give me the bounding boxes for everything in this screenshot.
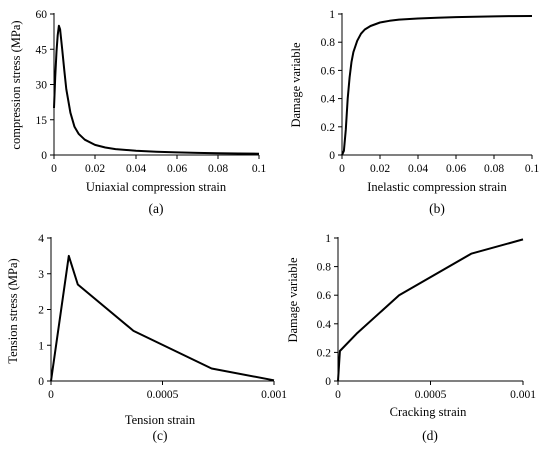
x-tick-label: 0.06 [167, 163, 187, 175]
panel-caption: (b) [429, 201, 445, 216]
x-tick-label: 0.0005 [147, 389, 179, 401]
x-tick-label: 0.1 [252, 163, 267, 175]
x-tick-label: 0.1 [525, 163, 540, 175]
y-tick-label: 0 [38, 376, 44, 388]
x-tick-label: 0.04 [126, 163, 146, 175]
y-tick-label: 3 [38, 269, 44, 281]
y-tick-label: 4 [38, 233, 44, 245]
y-tick-label: 15 [36, 115, 48, 127]
y-tick-label: 0 [325, 376, 331, 388]
x-tick-label: 0.001 [261, 389, 287, 401]
y-axis-label: Damage variable [286, 257, 300, 342]
y-tick-label: 30 [36, 80, 48, 92]
y-tick-label: 1 [38, 340, 44, 352]
panel-caption: (c) [153, 428, 168, 443]
y-tick-label: 1 [325, 233, 331, 245]
series-line-c [50, 254, 275, 382]
y-tick-label: 0.8 [317, 262, 332, 274]
y-tick-label: 0.4 [317, 319, 332, 331]
y-tick-label: 1 [329, 9, 335, 21]
panel-caption: (a) [149, 201, 164, 216]
x-axis-label: Inelastic compression strain [367, 180, 507, 194]
y-tick-label: 0.8 [321, 37, 336, 49]
y-tick-label: 45 [36, 44, 48, 56]
y-axis-label: Damage variable [289, 42, 303, 127]
x-tick-label: 0.02 [370, 163, 390, 175]
x-tick-label: 0 [48, 389, 54, 401]
y-tick-label: 0.4 [321, 94, 336, 106]
y-tick-label: 0.6 [321, 65, 336, 77]
x-tick-label: 0.06 [446, 163, 466, 175]
x-axis-label: Tension strain [125, 413, 196, 427]
y-tick-label: 0.6 [317, 290, 332, 302]
y-tick-label: 0 [41, 150, 47, 162]
x-tick-label: 0 [51, 163, 57, 175]
y-tick-label: 0 [329, 150, 335, 162]
y-tick-label: 0.2 [317, 347, 332, 359]
panel-caption: (d) [422, 428, 438, 443]
x-tick-label: 0.04 [408, 163, 428, 175]
chart-b: 0 0.2 0.4 0.6 0.8 1 0 0.02 0.04 0.06 0.08 0.1 Inelas… [289, 9, 539, 216]
y-tick-label: 0.2 [321, 122, 336, 134]
x-tick-label: 0 [335, 389, 341, 401]
y-tick-label: 2 [38, 305, 44, 317]
chart-c: 0 1 2 3 4 0 0.0005 0.001 Tension strain Tension s… [6, 233, 287, 443]
x-tick-label: 0.0005 [415, 389, 447, 401]
x-tick-label: 0 [339, 163, 345, 175]
series-line-a [53, 24, 260, 155]
chart-a: 0 15 30 45 60 0 0.02 0.04 0.06 0.08 0.1 Uniaxial co… [9, 9, 266, 216]
y-axis-label: compression stress (MPa) [9, 20, 23, 149]
x-tick-label: 0.001 [510, 389, 536, 401]
y-tick-label: 60 [36, 9, 48, 21]
x-tick-label: 0.08 [484, 163, 504, 175]
series-line-b [341, 15, 533, 156]
chart-d: 0 0.2 0.4 0.6 0.8 1 0 0.0005 0.001 Cracking strai… [286, 233, 536, 443]
x-axis-label: Uniaxial compression strain [86, 180, 227, 194]
x-tick-label: 0.02 [85, 163, 105, 175]
x-axis-label: Cracking strain [390, 405, 467, 419]
x-tick-label: 0.08 [208, 163, 228, 175]
series-line-d [337, 238, 524, 382]
y-axis-label: Tension stress (MPa) [6, 258, 20, 363]
